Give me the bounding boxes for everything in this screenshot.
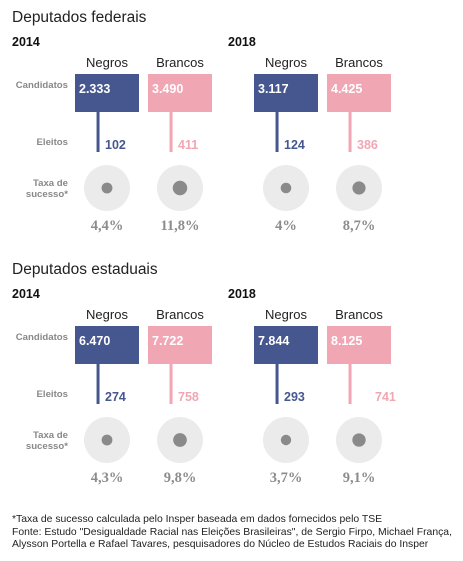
candidatos-value: 6.470 <box>79 334 110 348</box>
candidatos-box <box>327 74 391 112</box>
group-label: Brancos <box>335 55 383 70</box>
taxa-dot <box>352 433 366 447</box>
section-title: Deputados federais <box>12 9 147 26</box>
candidatos-box <box>254 326 318 364</box>
eleitos-value: 124 <box>284 138 305 152</box>
group-label: Negros <box>265 55 307 70</box>
eleitos-stem <box>275 364 279 404</box>
taxa-dot <box>172 180 188 196</box>
candidatos-value: 7.722 <box>152 334 183 348</box>
eleitos-stem <box>348 364 352 404</box>
row-label-taxa: sucesso* <box>26 441 68 452</box>
eleitos-stem <box>348 112 352 152</box>
candidatos-value: 3.117 <box>258 82 289 96</box>
candidatos-box <box>254 74 318 112</box>
row-label-eleitos: Eleitos <box>37 137 68 148</box>
eleitos-value: 386 <box>357 138 378 152</box>
year-label: 2018 <box>228 287 256 301</box>
group-label: Negros <box>265 307 307 322</box>
year-label: 2014 <box>12 287 40 301</box>
candidatos-value: 7.844 <box>258 334 289 348</box>
year-label: 2014 <box>12 35 40 49</box>
eleitos-value: 411 <box>178 138 198 152</box>
taxa-value: 3,7% <box>270 470 303 486</box>
taxa-value: 11,8% <box>160 218 199 234</box>
year-label: 2018 <box>228 35 256 49</box>
taxa-value: 9,8% <box>164 470 197 486</box>
taxa-dot <box>352 181 366 195</box>
candidatos-value: 3.490 <box>152 82 183 96</box>
candidatos-box <box>148 74 212 112</box>
candidatos-box <box>75 74 139 112</box>
taxa-dot <box>101 182 113 194</box>
row-label-taxa: Taxa de <box>33 178 68 189</box>
taxa-dot <box>173 433 187 447</box>
taxa-value: 4,3% <box>91 470 124 486</box>
taxa-value: 8,7% <box>343 218 376 234</box>
section-title: Deputados estaduais <box>12 261 158 278</box>
row-label-candidatos: Candidatos <box>16 80 68 91</box>
footnote-source: Fonte: Estudo "Desigualdade Racial nas E… <box>12 526 452 538</box>
eleitos-value: 758 <box>178 390 199 404</box>
row-label-taxa: Taxa de <box>33 430 68 441</box>
candidatos-value: 4.425 <box>331 82 362 96</box>
taxa-value: 9,1% <box>343 470 376 486</box>
eleitos-stem <box>169 364 173 404</box>
footnote: *Taxa de sucesso calculada pelo Insper b… <box>12 514 457 552</box>
eleitos-value: 102 <box>105 138 126 152</box>
taxa-dot <box>280 434 292 446</box>
candidatos-box <box>327 326 391 364</box>
footnote-note: *Taxa de sucesso calculada pelo Insper b… <box>12 514 383 525</box>
row-label-eleitos: Eleitos <box>37 389 68 400</box>
footnote-authors: Alysson Portella e Rafael Tavares, pesqu… <box>12 539 429 551</box>
group-label: Brancos <box>335 307 383 322</box>
group-label: Brancos <box>156 307 204 322</box>
taxa-dot <box>101 434 113 446</box>
eleitos-stem <box>169 112 173 152</box>
group-label: Negros <box>86 55 128 70</box>
eleitos-stem <box>275 112 279 152</box>
eleitos-value: 741 <box>375 390 396 404</box>
eleitos-stem <box>96 112 100 152</box>
taxa-value: 4,4% <box>91 218 124 234</box>
candidatos-value: 2.333 <box>79 82 110 96</box>
row-label-taxa: sucesso* <box>26 189 68 200</box>
eleitos-value: 274 <box>105 390 126 404</box>
eleitos-value: 293 <box>284 390 305 404</box>
group-label: Negros <box>86 307 128 322</box>
taxa-value: 4% <box>275 218 297 234</box>
taxa-dot <box>280 182 292 194</box>
candidatos-box <box>75 326 139 364</box>
candidatos-box <box>148 326 212 364</box>
group-label: Brancos <box>156 55 204 70</box>
eleitos-stem <box>96 364 100 404</box>
row-label-candidatos: Candidatos <box>16 332 68 343</box>
candidatos-value: 8.125 <box>331 334 362 348</box>
